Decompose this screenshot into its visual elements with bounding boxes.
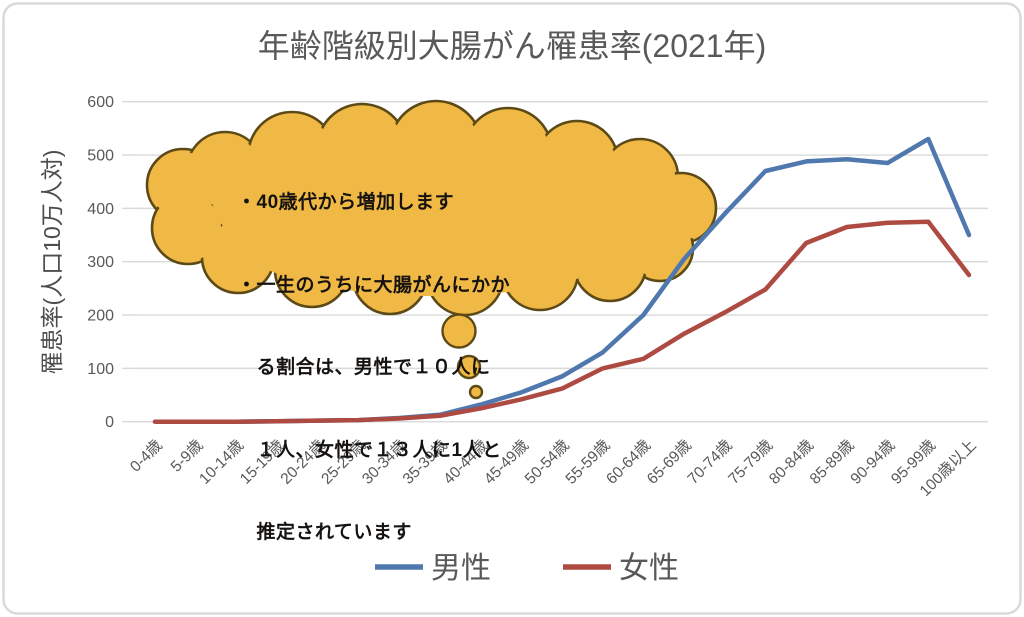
annotation-bubble-text: ・40歳代から増加します ・一生のうちに大腸がんにかか る割合は、男性で１０人に… bbox=[237, 134, 677, 602]
chart-title: 年齢階級別大腸がん罹患率(2021年) bbox=[258, 28, 767, 64]
y-tick-label: 200 bbox=[87, 308, 114, 325]
bubble-line: る割合は、男性で１０人に bbox=[237, 357, 491, 378]
bubble-line: １人、女性で１３人に1人と bbox=[237, 439, 502, 461]
y-tick-label: 400 bbox=[87, 201, 114, 218]
bubble-line: ・一生のうちに大腸がんにかか bbox=[237, 274, 511, 296]
legend: 男性 女性 bbox=[375, 552, 679, 585]
legend-label-0: 男性 bbox=[431, 552, 491, 585]
y-tick-label: 600 bbox=[87, 94, 114, 111]
thought-cloud-tail bbox=[441, 313, 484, 400]
series-line-1 bbox=[152, 219, 972, 424]
y-tick-label: 100 bbox=[87, 361, 114, 378]
y-tick-label: 300 bbox=[87, 254, 114, 271]
bubble-line: 推定されています bbox=[237, 522, 412, 543]
thought-cloud-fill bbox=[150, 104, 713, 312]
y-tick-label: 500 bbox=[87, 148, 114, 165]
legend-label-1: 女性 bbox=[619, 552, 679, 585]
series-lines bbox=[152, 136, 972, 424]
y-tick-label: 0 bbox=[105, 414, 114, 431]
bubble-line: ・40歳代から増加します bbox=[237, 192, 455, 213]
y-axis-title: 罹患率(人口10万人対) bbox=[39, 150, 65, 375]
